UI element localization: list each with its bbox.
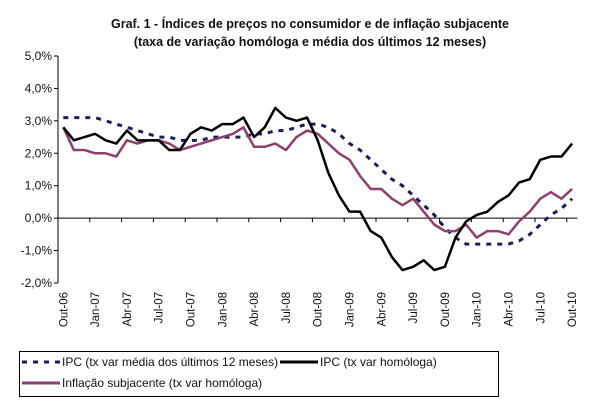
legend-item-ipc-media: IPC (tx var média dos últimos 12 meses) bbox=[22, 355, 278, 369]
y-tick-label: 1,0% bbox=[25, 179, 53, 193]
legend-label: Inflação subjacente (tx var homóloga) bbox=[62, 376, 263, 390]
y-tick-label: 5,0% bbox=[25, 49, 53, 63]
purple-line-swatch-icon bbox=[22, 381, 60, 385]
y-tick-label: 3,0% bbox=[25, 114, 53, 128]
chart-subtitle: (taxa de variação homóloga e média dos ú… bbox=[133, 35, 487, 49]
x-tick-label: Out-07 bbox=[186, 292, 198, 327]
x-tick-label: Abr-08 bbox=[249, 292, 261, 327]
x-tick-label: Abr-10 bbox=[504, 292, 516, 327]
y-tick-label: 0,0% bbox=[25, 211, 53, 225]
line-chart: 5,0% 4,0% 3,0% 2,0% 1,0% 0,0% -1,0% -2,0% Out-06… bbox=[21, 49, 579, 327]
chart-title: Graf. 1 - Índices de preços no consumido… bbox=[110, 17, 510, 31]
legend: IPC (tx var média dos últimos 12 meses) … bbox=[19, 351, 499, 397]
x-tick-label: Jul-09 bbox=[408, 292, 420, 323]
x-tick-label: Jan-07 bbox=[90, 292, 102, 327]
x-tick-label: Jul-10 bbox=[535, 292, 547, 323]
black-line-swatch-icon bbox=[280, 360, 318, 364]
x-tick-label: Jul-08 bbox=[281, 292, 293, 323]
x-tick-label: Abr-09 bbox=[376, 292, 388, 327]
legend-item-inflacao-subjacente: Inflação subjacente (tx var homóloga) bbox=[22, 376, 262, 390]
x-tick-label: Jan-10 bbox=[472, 292, 484, 327]
x-tick-label: Jan-09 bbox=[345, 292, 357, 327]
x-tick-label: Out-10 bbox=[567, 292, 579, 327]
legend-label: IPC (tx var homóloga) bbox=[320, 355, 437, 369]
dashed-line-swatch-icon bbox=[22, 360, 60, 364]
series-line-0 bbox=[63, 116, 574, 246]
x-tick-label: Abr-07 bbox=[122, 292, 134, 327]
x-tick-label: Out-09 bbox=[440, 292, 452, 327]
y-tick-label: 2,0% bbox=[25, 146, 53, 160]
x-tick-label: Jan-08 bbox=[217, 292, 229, 327]
x-tick-label: Out-08 bbox=[313, 292, 325, 327]
y-tick-label: -2,0% bbox=[21, 276, 53, 290]
x-tick-label: Jul-07 bbox=[154, 292, 166, 323]
legend-item-ipc-homologa: IPC (tx var homóloga) bbox=[280, 355, 437, 369]
y-tick-label: 4,0% bbox=[25, 81, 53, 95]
x-tick-label: Out-06 bbox=[58, 292, 70, 327]
legend-label: IPC (tx var média dos últimos 12 meses) bbox=[62, 355, 279, 369]
y-tick-label: -1,0% bbox=[21, 244, 53, 258]
